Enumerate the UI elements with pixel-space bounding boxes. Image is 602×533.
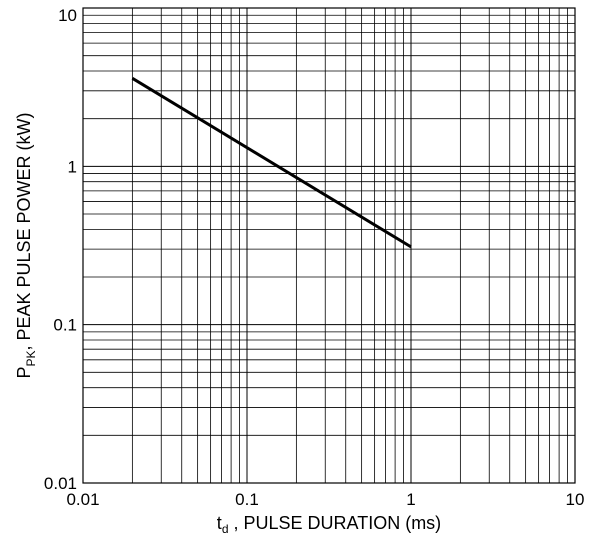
- x-tick-label: 0.1: [235, 490, 259, 509]
- y-tick-label: 0.1: [53, 316, 77, 335]
- x-tick-label: 0.01: [66, 490, 99, 509]
- y-tick-label: 1: [68, 157, 77, 176]
- series-group: [131, 77, 412, 249]
- x-tick-label: 10: [566, 490, 585, 509]
- y-tick-label: 10: [58, 6, 77, 25]
- y-axis-label: PPK, PEAK PULSE POWER (kW): [14, 112, 38, 378]
- plot-frame: [82, 7, 576, 484]
- x-axis-label-subscript: d: [222, 522, 229, 533]
- series-line-0: [131, 77, 412, 249]
- grid: [82, 8, 575, 484]
- x-axis-label-symbol: t: [217, 513, 222, 533]
- y-axis-label-subscript: PK: [24, 351, 38, 367]
- y-tick-labels: 10 1 0.1 0.01: [44, 6, 77, 493]
- x-axis-label-text: , PULSE DURATION (ms): [229, 513, 442, 533]
- y-axis-label-symbol: P: [14, 367, 34, 379]
- x-axis-label: td , PULSE DURATION (ms): [217, 513, 441, 533]
- x-tick-label: 1: [406, 490, 415, 509]
- x-tick-labels: 0.01 0.1 1 10: [66, 490, 584, 509]
- y-axis-label-text: , PEAK PULSE POWER (kW): [14, 112, 34, 350]
- y-tick-label: 0.01: [44, 474, 77, 493]
